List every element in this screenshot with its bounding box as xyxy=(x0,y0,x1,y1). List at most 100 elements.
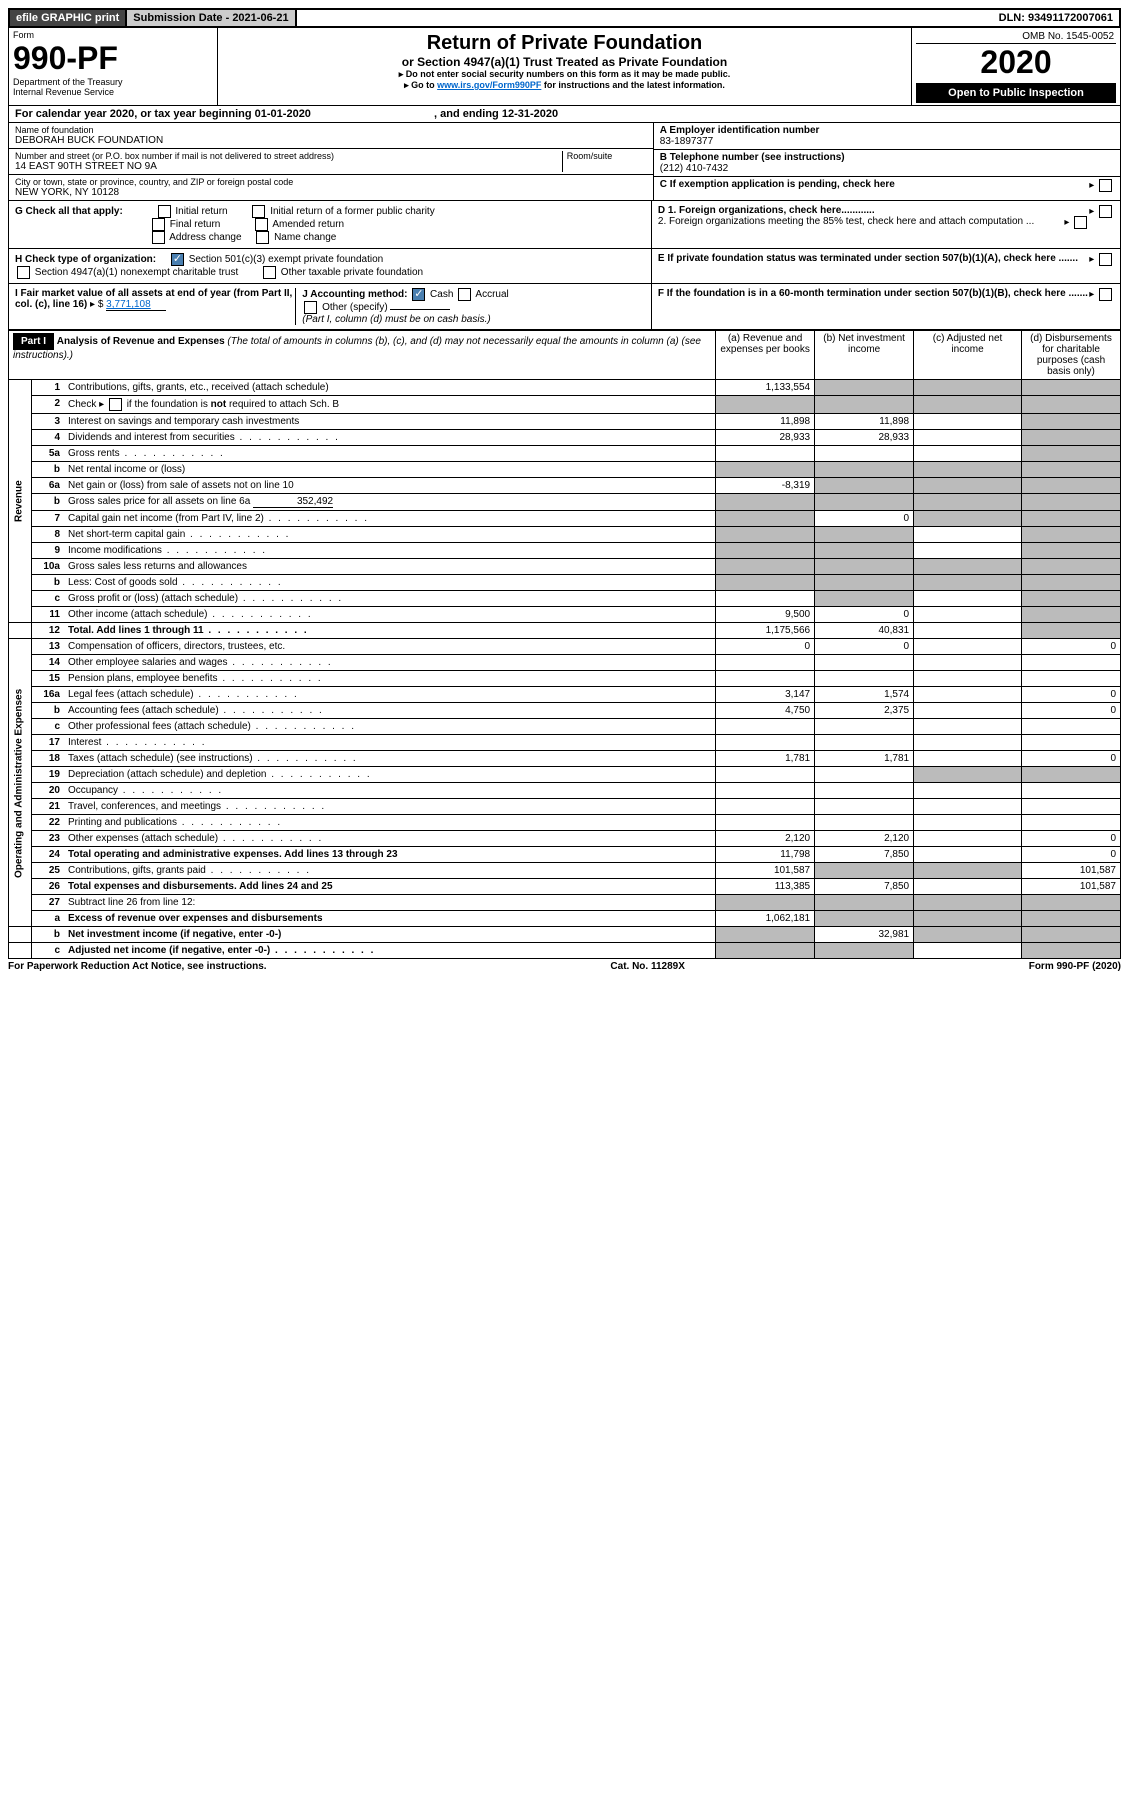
phone-label: B Telephone number (see instructions) xyxy=(660,152,1114,163)
line-6b: Gross sales price for all assets on line… xyxy=(64,494,716,511)
line-16c: Other professional fees (attach schedule… xyxy=(64,719,716,735)
line-23: Other expenses (attach schedule) xyxy=(64,831,716,847)
line-2: Check ▸ if the foundation is not require… xyxy=(64,396,716,414)
checks-ijf: I Fair market value of all assets at end… xyxy=(8,284,1121,330)
side-expenses: Operating and Administrative Expenses xyxy=(9,639,32,927)
schb-cb[interactable] xyxy=(109,398,122,411)
h-label: H Check type of organization: xyxy=(15,254,156,265)
line-8: Net short-term capital gain xyxy=(64,527,716,543)
h3-cb[interactable] xyxy=(263,266,276,279)
d1-cb[interactable] xyxy=(1099,205,1112,218)
line-16a: Legal fees (attach schedule) xyxy=(64,687,716,703)
calendar-year: For calendar year 2020, or tax year begi… xyxy=(8,106,1121,123)
col-d: (d) Disbursements for charitable purpose… xyxy=(1022,331,1121,380)
line-10a: Gross sales less returns and allowances xyxy=(64,559,716,575)
line-3: Interest on savings and temporary cash i… xyxy=(64,414,716,430)
g2-cb[interactable] xyxy=(252,205,265,218)
part1-title: Analysis of Revenue and Expenses xyxy=(57,336,225,347)
g1-cb[interactable] xyxy=(158,205,171,218)
line-24: Total operating and administrative expen… xyxy=(64,847,716,863)
foundation-name: DEBORAH BUCK FOUNDATION xyxy=(15,135,647,146)
h2-cb[interactable] xyxy=(17,266,30,279)
line-27: Subtract line 26 from line 12: xyxy=(64,895,716,911)
j-label: J Accounting method: xyxy=(302,289,407,300)
page-footer: For Paperwork Reduction Act Notice, see … xyxy=(8,959,1121,974)
j-note: (Part I, column (d) must be on cash basi… xyxy=(302,314,490,325)
j1-cb[interactable] xyxy=(412,288,425,301)
f-cb[interactable] xyxy=(1099,288,1112,301)
line-10b: Less: Cost of goods sold xyxy=(64,575,716,591)
e-label: E If private foundation status was termi… xyxy=(658,253,1078,264)
c-label: C If exemption application is pending, c… xyxy=(660,179,895,190)
i-value[interactable]: 3,771,108 xyxy=(106,299,166,311)
title: Return of Private Foundation xyxy=(222,32,907,55)
tax-year: 2020 xyxy=(916,44,1116,81)
line-1-a: 1,133,554 xyxy=(716,380,815,396)
line-10c: Gross profit or (loss) (attach schedule) xyxy=(64,591,716,607)
city-label: City or town, state or province, country… xyxy=(15,177,647,187)
line-27b: Net investment income (if negative, ente… xyxy=(64,927,716,943)
phone: (212) 410-7432 xyxy=(660,163,1114,174)
irs: Internal Revenue Service xyxy=(13,87,213,97)
line-18: Taxes (attach schedule) (see instruction… xyxy=(64,751,716,767)
j2-cb[interactable] xyxy=(458,288,471,301)
col-b: (b) Net investment income xyxy=(815,331,914,380)
h1-cb[interactable] xyxy=(171,253,184,266)
line-5a: Gross rents xyxy=(64,446,716,462)
city: NEW YORK, NY 10128 xyxy=(15,187,647,198)
g6-cb[interactable] xyxy=(256,231,269,244)
room-label: Room/suite xyxy=(567,151,647,161)
g3-cb[interactable] xyxy=(152,218,165,231)
line-15: Pension plans, employee benefits xyxy=(64,671,716,687)
efile-button[interactable]: efile GRAPHIC print xyxy=(10,10,127,26)
line-12: Total. Add lines 1 through 11 xyxy=(64,623,716,639)
form-number: 990-PF xyxy=(13,40,213,77)
form-label: Form xyxy=(13,30,213,40)
g-label: G Check all that apply: xyxy=(15,206,123,217)
line-6a: Net gain or (loss) from sale of assets n… xyxy=(64,478,716,494)
d2-cb[interactable] xyxy=(1074,216,1087,229)
line-16b: Accounting fees (attach schedule) xyxy=(64,703,716,719)
col-c: (c) Adjusted net income xyxy=(914,331,1022,380)
checks-gd: G Check all that apply: Initial return I… xyxy=(8,201,1121,249)
f-label: F If the foundation is in a 60-month ter… xyxy=(658,288,1088,299)
subtitle: or Section 4947(a)(1) Trust Treated as P… xyxy=(222,55,907,69)
line-13: Compensation of officers, directors, tru… xyxy=(64,639,716,655)
line-26: Total expenses and disbursements. Add li… xyxy=(64,879,716,895)
line-20: Occupancy xyxy=(64,783,716,799)
line-7: Capital gain net income (from Part IV, l… xyxy=(64,511,716,527)
g4-cb[interactable] xyxy=(255,218,268,231)
submission-date: Submission Date - 2021-06-21 xyxy=(127,10,296,26)
c-checkbox[interactable] xyxy=(1099,179,1112,192)
g5-cb[interactable] xyxy=(152,231,165,244)
ein: 83-1897377 xyxy=(660,136,1114,147)
line-17: Interest xyxy=(64,735,716,751)
line-14: Other employee salaries and wages xyxy=(64,655,716,671)
footer-right: Form 990-PF (2020) xyxy=(1029,961,1121,972)
part1-label: Part I xyxy=(13,333,54,350)
d2-label: 2. Foreign organizations meeting the 85%… xyxy=(658,216,1034,227)
addr-label: Number and street (or P.O. box number if… xyxy=(15,151,562,161)
omb: OMB No. 1545-0052 xyxy=(916,30,1116,44)
j3-cb[interactable] xyxy=(304,301,317,314)
col-a: (a) Revenue and expenses per books xyxy=(716,331,815,380)
line-27c: Adjusted net income (if negative, enter … xyxy=(64,943,716,959)
e-cb[interactable] xyxy=(1099,253,1112,266)
line-5b: Net rental income or (loss) xyxy=(64,462,716,478)
form-link[interactable]: www.irs.gov/Form990PF xyxy=(437,80,541,90)
form-header: Form 990-PF Department of the Treasury I… xyxy=(8,28,1121,106)
dept: Department of the Treasury xyxy=(13,77,213,87)
note2: ▸ Go to www.irs.gov/Form990PF for instru… xyxy=(222,80,907,91)
open-public: Open to Public Inspection xyxy=(916,83,1116,103)
line-11: Other income (attach schedule) xyxy=(64,607,716,623)
part1-table: Part I Analysis of Revenue and Expenses … xyxy=(8,330,1121,959)
line-21: Travel, conferences, and meetings xyxy=(64,799,716,815)
d1-label: D 1. Foreign organizations, check here..… xyxy=(658,205,875,216)
footer-left: For Paperwork Reduction Act Notice, see … xyxy=(8,961,267,972)
side-revenue: Revenue xyxy=(9,380,32,623)
address: 14 EAST 90TH STREET NO 9A xyxy=(15,161,562,172)
note1: ▸ Do not enter social security numbers o… xyxy=(222,69,907,80)
line-25: Contributions, gifts, grants paid xyxy=(64,863,716,879)
checks-he: H Check type of organization: Section 50… xyxy=(8,249,1121,284)
line-19: Depreciation (attach schedule) and deple… xyxy=(64,767,716,783)
